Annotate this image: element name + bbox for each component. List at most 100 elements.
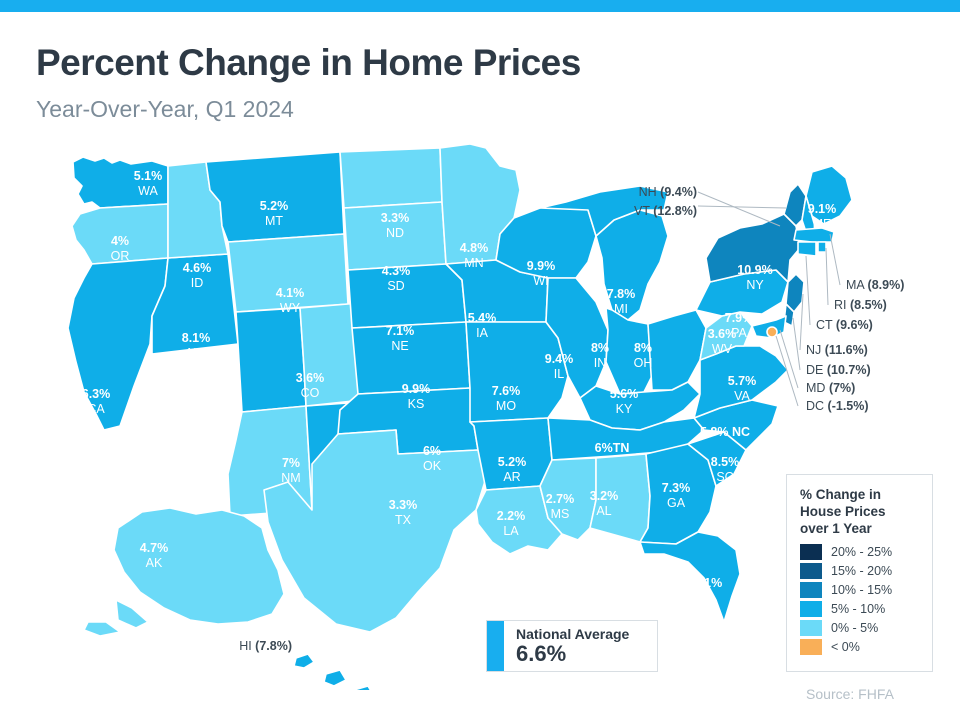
legend-row[interactable]: 10% - 15% (800, 582, 920, 598)
map-label-SC: 8.5% SC (711, 455, 740, 484)
leader-line-MA (829, 233, 841, 286)
svg-text:7.1%: 7.1% (386, 324, 415, 338)
state-DC[interactable] (766, 326, 778, 338)
svg-text:3.6%: 3.6% (708, 327, 737, 341)
top-accent-bar (0, 0, 960, 12)
svg-text:5.8% NC: 5.8% NC (700, 425, 750, 439)
svg-text:SD: SD (387, 279, 404, 293)
page-subtitle: Year-Over-Year, Q1 2024 (36, 96, 294, 122)
legend-label: 10% - 15% (831, 583, 893, 597)
callout-DC: DC (-1.5%) (806, 399, 869, 413)
svg-text:7.8%: 7.8% (607, 287, 636, 301)
legend-row[interactable]: 20% - 25% (800, 544, 920, 560)
svg-text:NE: NE (391, 339, 408, 353)
svg-text:LA: LA (503, 524, 519, 538)
legend-title: % Change in House Prices over 1 Year (800, 486, 920, 537)
svg-text:7.6%: 7.6% (492, 384, 521, 398)
map-label-AZ: 4.9% AZ (191, 446, 220, 475)
legend-row[interactable]: < 0% (800, 639, 920, 655)
svg-text:4%: 4% (111, 234, 129, 248)
state-AK[interactable] (83, 507, 285, 637)
leader-line-MD (779, 329, 799, 389)
svg-text:WV: WV (712, 342, 733, 356)
svg-text:OR: OR (111, 249, 130, 263)
legend-swatch (800, 563, 822, 579)
map-label-WY: 4.1% WY (276, 286, 305, 315)
svg-text:9.1%: 9.1% (808, 202, 837, 216)
map-label-NY: 10.9% NY (737, 263, 772, 292)
legend-swatch (800, 639, 822, 655)
state-HI[interactable] (293, 653, 418, 690)
legend-title-line2: House Prices (800, 504, 886, 519)
map-label-PA: 7.9% PA (725, 311, 754, 340)
svg-text:MI: MI (614, 302, 628, 316)
svg-text:6%: 6% (423, 444, 441, 458)
callout-HI: HI (7.8%) (239, 639, 292, 653)
legend-swatch (800, 601, 822, 617)
state-ND[interactable] (339, 147, 443, 209)
svg-text:GA: GA (667, 496, 686, 510)
svg-text:WY: WY (280, 301, 301, 315)
legend-swatch (800, 582, 822, 598)
map-label-OH: 8% OH (634, 341, 653, 370)
legend-label: 0% - 5% (831, 621, 879, 635)
source-attribution: Source: FHFA (806, 686, 894, 702)
legend-row[interactable]: 15% - 20% (800, 563, 920, 579)
callout-CT: CT (9.6%) (816, 318, 873, 332)
state-RI[interactable] (817, 241, 827, 253)
map-label-KS: 9.9% KS (402, 382, 431, 411)
svg-text:3.6%: 3.6% (296, 371, 325, 385)
state-FL[interactable] (639, 531, 741, 623)
legend-row[interactable]: 0% - 5% (800, 620, 920, 636)
svg-text:MN: MN (464, 256, 483, 270)
callout-DE: DE (10.7%) (806, 363, 871, 377)
svg-text:WA: WA (138, 184, 158, 198)
map-label-ME: 9.1% ME (808, 202, 837, 231)
svg-text:6.3%: 6.3% (82, 387, 111, 401)
map-label-ND: 3.3% ND (381, 211, 410, 240)
map-label-MO: 7.6% MO (492, 384, 521, 413)
legend-title-line1: % Change in (800, 487, 882, 502)
map-label-WI: 9.9% WI (527, 259, 556, 288)
map-label-MN: 4.8% MN (460, 241, 489, 270)
legend-row[interactable]: 5% - 10% (800, 601, 920, 617)
svg-text:5.6%: 5.6% (610, 387, 639, 401)
svg-text:5.7%: 5.7% (728, 374, 757, 388)
national-average-accent-bar (487, 621, 504, 671)
svg-text:4.8%: 4.8% (460, 241, 489, 255)
svg-text:SC: SC (716, 470, 733, 484)
svg-text:7.9%: 7.9% (725, 311, 754, 325)
svg-text:MT: MT (265, 214, 283, 228)
state-CT[interactable] (797, 241, 817, 257)
legend-label: 15% - 20% (831, 564, 893, 578)
svg-text:5.2%: 5.2% (260, 199, 289, 213)
legend-label: 20% - 25% (831, 545, 893, 559)
svg-text:MO: MO (496, 399, 516, 413)
svg-text:8.1%: 8.1% (182, 331, 211, 345)
map-label-IA: 5.4% IA (468, 311, 497, 340)
map-label-SD: 4.3% SD (382, 264, 411, 293)
map-label-TX: 3.3% TX (389, 498, 418, 527)
svg-text:ID: ID (191, 276, 204, 290)
state-OH[interactable] (647, 309, 707, 391)
map-label-ID: 4.6% ID (183, 261, 212, 290)
svg-text:NM: NM (281, 471, 300, 485)
svg-text:4.9%: 4.9% (191, 446, 220, 460)
svg-text:3.3%: 3.3% (381, 211, 410, 225)
state-UT[interactable] (235, 307, 307, 413)
national-average-card: National Average 6.6% (486, 620, 658, 672)
leader-line-VT (697, 205, 787, 209)
page-title: Percent Change in Home Prices (36, 42, 581, 83)
map-label-MS: 2.7% MS (546, 492, 575, 521)
map-label-CA: 6.3% CA (82, 387, 111, 416)
state-WI[interactable] (495, 201, 597, 279)
svg-text:ME: ME (813, 217, 832, 231)
leader-line-DE (792, 317, 801, 371)
callout-MA: MA (8.9%) (846, 278, 904, 292)
state-MT[interactable] (205, 151, 345, 243)
svg-text:7.3%: 7.3% (662, 481, 691, 495)
svg-text:6.1%: 6.1% (694, 576, 723, 590)
svg-text:IL: IL (554, 367, 564, 381)
map-label-OR: 4% OR (111, 234, 130, 263)
svg-text:VA: VA (734, 389, 750, 403)
